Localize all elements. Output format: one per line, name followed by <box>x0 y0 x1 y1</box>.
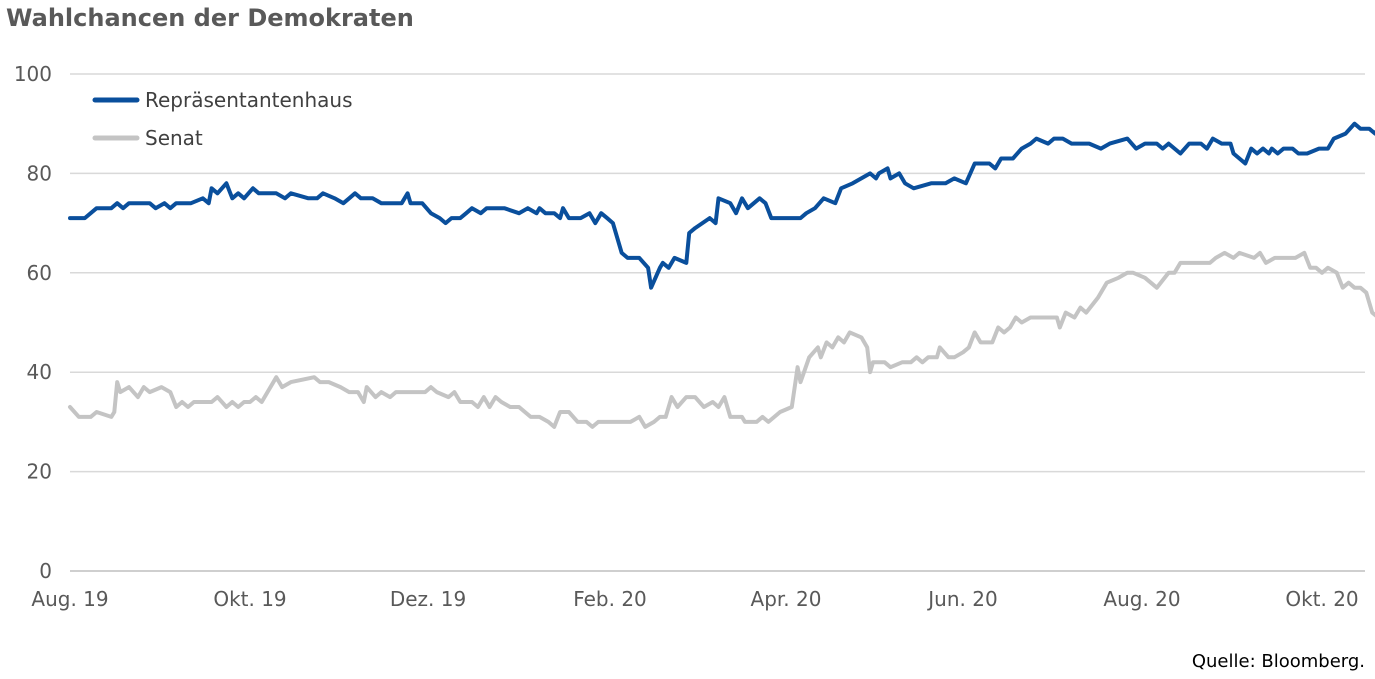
series-line-senat <box>68 250 1375 429</box>
x-tick-label: Aug. 20 <box>1103 587 1180 611</box>
gridlines <box>70 73 1365 572</box>
y-tick-label: 100 <box>14 62 52 86</box>
x-tick-label: Okt. 20 <box>1285 587 1358 611</box>
x-tick-label: Dez. 19 <box>390 587 466 611</box>
x-tick-label: Feb. 20 <box>573 587 647 611</box>
y-tick-label: 80 <box>27 161 52 185</box>
x-tick-label: Okt. 19 <box>213 587 286 611</box>
legend-label: Repräsentantenhaus <box>145 88 353 112</box>
y-tick-label: 60 <box>27 261 52 285</box>
x-tick-label: Apr. 20 <box>751 587 822 611</box>
y-tick-label: 20 <box>27 460 52 484</box>
x-tick-label: Aug. 19 <box>31 587 108 611</box>
source-note: Quelle: Bloomberg. <box>1191 651 1365 672</box>
legend: Repräsentantenhaus Senat <box>92 88 353 150</box>
chart-title: Wahlchancen der Demokraten <box>6 4 414 32</box>
y-tick-label: 0 <box>39 559 52 583</box>
series-line-repraesentantenhaus <box>68 121 1375 290</box>
x-axis-tick-labels: Aug. 19 Okt. 19 Dez. 19 Feb. 20 Apr. 20 Jun. … <box>31 587 1358 611</box>
y-axis-tick-labels: 0 20 40 60 80 100 <box>14 62 52 583</box>
series-lines <box>68 121 1375 429</box>
legend-label: Senat <box>145 126 203 150</box>
y-tick-label: 40 <box>27 360 52 384</box>
x-tick-label: Jun. 20 <box>926 587 997 611</box>
